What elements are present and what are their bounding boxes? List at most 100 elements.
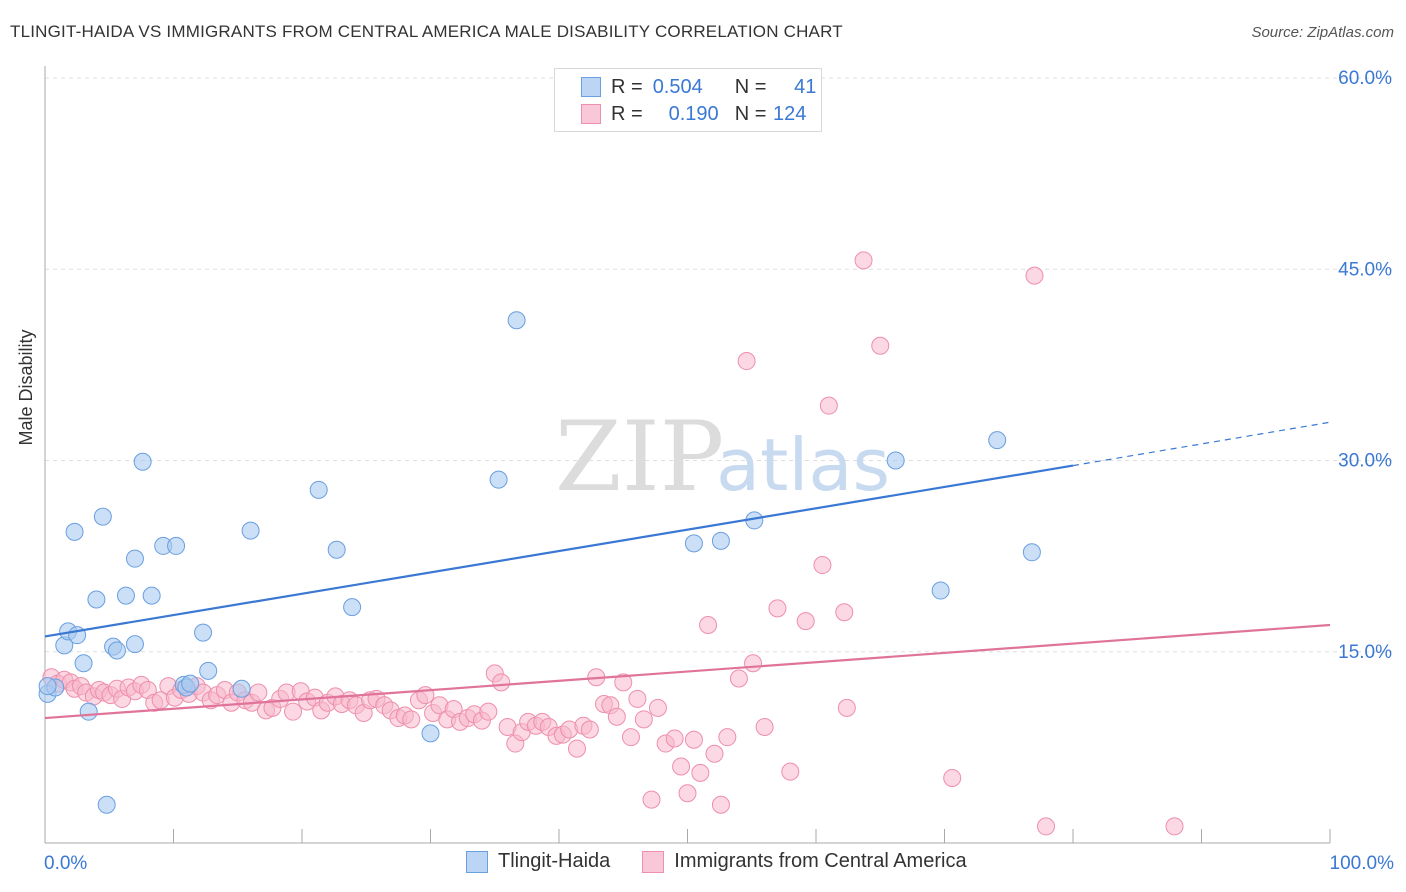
data-point-immigrants	[781, 762, 800, 781]
data-point-immigrants	[665, 729, 684, 748]
bottom-legend-swatch-blue	[466, 850, 488, 873]
data-point-immigrants	[479, 702, 498, 721]
data-point-tlingit-haida	[194, 623, 213, 642]
data-point-immigrants	[835, 603, 854, 622]
data-point-tlingit-haida	[931, 581, 950, 600]
data-point-immigrants	[684, 730, 703, 749]
data-point-immigrants	[768, 599, 787, 618]
y-tick-label: 45.0%	[1338, 259, 1392, 280]
data-point-tlingit-haida	[125, 635, 144, 654]
data-point-immigrants	[691, 763, 710, 782]
axes	[44, 66, 1331, 844]
series-immigrants-central-america	[42, 251, 1184, 836]
data-point-immigrants	[1037, 817, 1056, 836]
data-point-immigrants	[284, 702, 303, 721]
data-point-tlingit-haida	[65, 522, 84, 541]
legend-r-label: R =	[611, 75, 643, 98]
data-point-tlingit-haida	[241, 521, 260, 540]
bottom-legend: Tlingit-Haida Immigrants from Central Am…	[466, 850, 999, 873]
data-point-immigrants	[854, 251, 873, 270]
data-point-immigrants	[729, 669, 748, 688]
data-point-immigrants	[249, 683, 268, 702]
grid-lines	[45, 77, 1392, 653]
data-point-immigrants	[744, 654, 763, 673]
bottom-legend-tlingit-haida: Tlingit-Haida	[466, 850, 610, 873]
data-point-immigrants	[678, 784, 697, 803]
tick-labels: 15.0% 30.0% 45.0% 60.0% 0.0% 100.0%	[44, 68, 1394, 874]
legend-r-value: 0.190	[668, 102, 719, 125]
data-point-tlingit-haida	[343, 598, 362, 617]
data-point-tlingit-haida	[125, 549, 144, 568]
data-point-immigrants	[796, 612, 815, 631]
data-point-tlingit-haida	[309, 480, 328, 499]
bottom-legend-swatch-pink	[642, 850, 665, 873]
watermark: ZIP atlas	[555, 401, 890, 513]
data-point-immigrants	[672, 757, 691, 776]
y-tick-label: 30.0%	[1338, 451, 1392, 472]
trend-lines	[44, 421, 1331, 720]
data-point-immigrants	[871, 336, 890, 355]
x-tick-label: 100.0%	[1330, 853, 1395, 874]
y-axis-label: Male Disability	[16, 329, 36, 446]
data-point-tlingit-haida	[181, 674, 200, 693]
bottom-legend-label: Tlingit-Haida	[498, 850, 611, 872]
data-point-immigrants	[580, 720, 599, 739]
x-tick-label: 0.0%	[44, 853, 87, 874]
data-point-immigrants	[1025, 266, 1044, 285]
data-point-immigrants	[943, 768, 962, 787]
legend-n-label: N =	[734, 102, 767, 125]
data-point-immigrants	[711, 795, 730, 814]
data-point-tlingit-haida	[199, 661, 218, 680]
bottom-legend-immigrants: Immigrants from Central America	[642, 850, 967, 873]
data-point-immigrants	[837, 698, 856, 717]
data-point-tlingit-haida	[79, 702, 98, 721]
data-point-tlingit-haida	[74, 654, 93, 673]
data-point-tlingit-haida	[988, 431, 1007, 450]
legend-row-tlingit-haida: R = 0.504 N = 41	[581, 75, 816, 99]
y-tick-label: 15.0%	[1338, 642, 1392, 663]
chart-title: TLINGIT-HAIDA VS IMMIGRANTS FROM CENTRAL…	[10, 22, 843, 41]
data-point-immigrants	[1165, 817, 1184, 836]
source-label: Source: ZipAtlas.com	[1251, 24, 1394, 41]
data-point-immigrants	[648, 698, 667, 717]
data-point-immigrants	[819, 396, 838, 415]
data-point-immigrants	[737, 352, 756, 371]
data-point-immigrants	[607, 707, 626, 726]
data-point-tlingit-haida	[886, 451, 905, 470]
data-point-immigrants	[621, 728, 640, 747]
data-point-immigrants	[402, 710, 421, 729]
watermark-atlas: atlas	[716, 423, 890, 507]
trend-line-tlingit-haida-extension	[1072, 421, 1331, 467]
data-point-immigrants	[492, 673, 511, 692]
legend-r-value: 0.504	[652, 75, 703, 98]
data-point-tlingit-haida	[93, 507, 112, 526]
legend-n-value: 41	[794, 75, 817, 98]
legend-n-value: 124	[773, 102, 807, 125]
y-tick-label: 60.0%	[1338, 68, 1392, 89]
data-point-tlingit-haida	[327, 540, 346, 559]
data-point-tlingit-haida	[1022, 543, 1041, 562]
data-point-tlingit-haida	[421, 724, 440, 743]
data-point-immigrants	[628, 689, 647, 708]
data-point-tlingit-haida	[142, 586, 161, 605]
data-point-tlingit-haida	[107, 641, 126, 660]
legend-swatch-blue	[581, 77, 601, 97]
trend-line-immigrants	[44, 623, 1331, 720]
watermark-zip: ZIP	[555, 401, 724, 513]
data-point-immigrants	[634, 710, 653, 729]
bottom-legend-label: Immigrants from Central America	[674, 850, 967, 872]
data-point-immigrants	[567, 739, 586, 758]
legend-row-immigrants: R = 0.190 N = 124	[581, 102, 806, 126]
data-point-immigrants	[614, 673, 633, 692]
data-point-immigrants	[755, 717, 774, 736]
data-point-tlingit-haida	[684, 534, 703, 553]
legend-swatch-pink	[581, 104, 601, 124]
data-point-tlingit-haida	[167, 536, 186, 555]
data-point-immigrants	[699, 615, 718, 634]
legend-n-label: N =	[734, 75, 767, 98]
data-point-tlingit-haida	[507, 311, 526, 330]
legend: R = 0.504 N = 41 R = 0.190 N = 124	[554, 68, 822, 132]
data-point-immigrants	[705, 744, 724, 763]
data-point-tlingit-haida	[711, 531, 730, 550]
